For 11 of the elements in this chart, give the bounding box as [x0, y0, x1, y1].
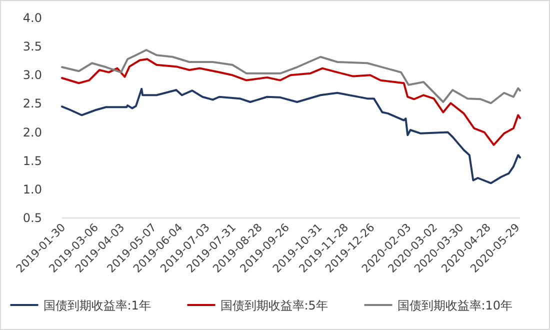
- ytick: 2.0: [22, 125, 42, 140]
- ytick: 3.0: [22, 68, 42, 82]
- ytick: 3.5: [22, 40, 42, 54]
- legend: 国债到期收益率:10年: [397, 298, 513, 312]
- ytick: 2.5: [22, 96, 42, 111]
- ytick: 0.5: [22, 211, 42, 225]
- ytick: 1.5: [22, 154, 42, 168]
- ytick: 4.0: [22, 11, 42, 25]
- legend: 国债到期收益率:1年: [43, 298, 151, 312]
- ytick: 1.0: [22, 182, 42, 196]
- legend: 国债到期收益率:5年: [220, 298, 328, 312]
